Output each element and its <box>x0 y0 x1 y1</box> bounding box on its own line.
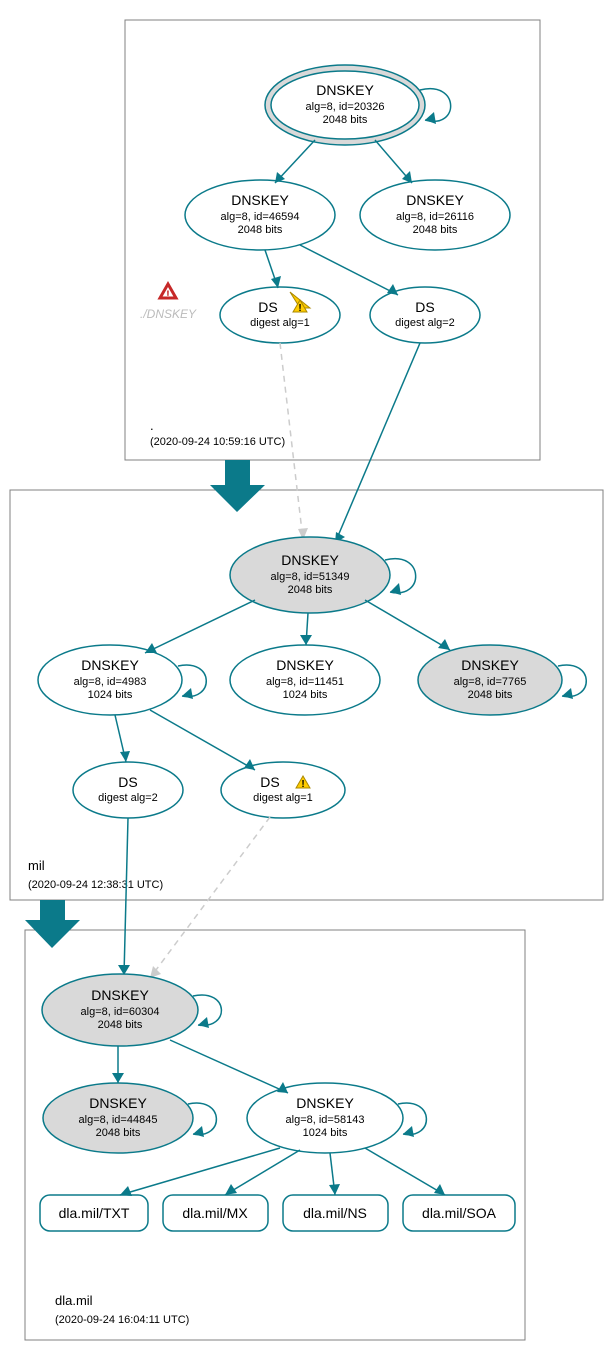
svg-text:1024 bits: 1024 bits <box>303 1127 348 1139</box>
edge-dlazsk2-mx <box>225 1150 300 1195</box>
node-mil-ds2: DS digest alg=1 ! <box>221 762 345 818</box>
svg-text:!: ! <box>301 779 304 790</box>
svg-text:DNSKEY: DNSKEY <box>91 987 149 1003</box>
zone-root-timestamp: (2020-09-24 10:59:16 UTC) <box>150 436 285 448</box>
svg-text:DNSKEY: DNSKEY <box>316 82 374 98</box>
svg-text:2048 bits: 2048 bits <box>323 114 368 126</box>
svg-text:./DNSKEY: ./DNSKEY <box>140 307 197 321</box>
edge-milds1-dlaksk <box>124 818 128 975</box>
svg-text:DNSKEY: DNSKEY <box>461 657 519 673</box>
big-arrow-mil-dla <box>25 900 80 948</box>
svg-text:digest alg=2: digest alg=2 <box>98 792 158 804</box>
zone-dla-label: dla.mil <box>55 1293 93 1308</box>
node-dla-zsk1: DNSKEY alg=8, id=44845 2048 bits <box>43 1083 193 1153</box>
svg-text:2048 bits: 2048 bits <box>413 224 458 236</box>
svg-text:alg=8, id=7765: alg=8, id=7765 <box>454 676 527 688</box>
svg-text:alg=8, id=46594: alg=8, id=46594 <box>221 211 300 223</box>
node-root-zsk2: DNSKEY alg=8, id=26116 2048 bits <box>360 180 510 250</box>
zone-dla-timestamp: (2020-09-24 16:04:11 UTC) <box>55 1314 189 1326</box>
svg-text:2048 bits: 2048 bits <box>288 584 333 596</box>
big-arrow-root-mil-final <box>210 460 265 512</box>
svg-text:digest alg=2: digest alg=2 <box>395 317 455 329</box>
svg-text:DNSKEY: DNSKEY <box>406 192 464 208</box>
svg-text:DS: DS <box>415 299 434 315</box>
node-rr-ns: dla.mil/NS <box>283 1195 388 1231</box>
svg-text:alg=8, id=4983: alg=8, id=4983 <box>74 676 147 688</box>
node-dla-ksk: DNSKEY alg=8, id=60304 2048 bits <box>42 974 198 1046</box>
svg-text:2048 bits: 2048 bits <box>468 689 513 701</box>
node-root-warn: ! ./DNSKEY <box>140 284 197 321</box>
svg-text:alg=8, id=58143: alg=8, id=58143 <box>286 1114 365 1126</box>
edge-root-zsk1-ds2 <box>300 245 398 295</box>
edge-dlazsk2-soa <box>365 1148 445 1195</box>
edge-milksk-zsk1 <box>145 600 255 653</box>
svg-text:DNSKEY: DNSKEY <box>89 1095 147 1111</box>
svg-text:alg=8, id=60304: alg=8, id=60304 <box>81 1006 160 1018</box>
svg-text:!: ! <box>298 303 301 314</box>
dnssec-diagram: DNSKEY alg=8, id=20326 2048 bits DNSKEY … <box>0 0 613 1354</box>
svg-text:digest alg=1: digest alg=1 <box>253 792 313 804</box>
svg-text:DS: DS <box>258 299 277 315</box>
svg-text:alg=8, id=44845: alg=8, id=44845 <box>79 1114 158 1126</box>
node-mil-zsk2: DNSKEY alg=8, id=11451 1024 bits <box>230 645 380 715</box>
edge-dlazsk2-txt <box>120 1148 280 1195</box>
svg-text:DNSKEY: DNSKEY <box>296 1095 354 1111</box>
svg-text:DS: DS <box>260 774 279 790</box>
edge-rootds2-milksk <box>335 343 420 543</box>
node-dla-zsk2: DNSKEY alg=8, id=58143 1024 bits <box>247 1083 403 1153</box>
node-root-ds1: DS digest alg=1 ! <box>220 287 340 343</box>
svg-text:DNSKEY: DNSKEY <box>231 192 289 208</box>
svg-text:dla.mil/MX: dla.mil/MX <box>182 1205 248 1221</box>
zone-mil-timestamp: (2020-09-24 12:38:31 UTC) <box>28 879 163 891</box>
svg-text:alg=8, id=26116: alg=8, id=26116 <box>396 211 474 223</box>
node-rr-txt: dla.mil/TXT <box>40 1195 148 1231</box>
svg-text:alg=8, id=20326: alg=8, id=20326 <box>306 101 385 113</box>
svg-text:digest alg=1: digest alg=1 <box>250 317 310 329</box>
svg-text:1024 bits: 1024 bits <box>283 689 328 701</box>
svg-text:DNSKEY: DNSKEY <box>276 657 334 673</box>
svg-text:alg=8, id=51349: alg=8, id=51349 <box>271 571 350 583</box>
svg-text:dla.mil/TXT: dla.mil/TXT <box>59 1205 130 1221</box>
edge-milds2-dlaksk <box>150 817 270 978</box>
node-root-ksk: DNSKEY alg=8, id=20326 2048 bits <box>265 65 425 145</box>
edge-milksk-zsk3 <box>365 600 450 650</box>
node-rr-soa: dla.mil/SOA <box>403 1195 515 1231</box>
svg-text:2048 bits: 2048 bits <box>96 1127 141 1139</box>
node-mil-zsk1: DNSKEY alg=8, id=4983 1024 bits <box>38 645 182 715</box>
svg-text:DS: DS <box>118 774 137 790</box>
node-rr-mx: dla.mil/MX <box>163 1195 268 1231</box>
svg-text:1024 bits: 1024 bits <box>88 689 133 701</box>
svg-text:dla.mil/SOA: dla.mil/SOA <box>422 1205 497 1221</box>
node-mil-zsk3: DNSKEY alg=8, id=7765 2048 bits <box>418 645 562 715</box>
zone-mil-label: mil <box>28 858 45 873</box>
node-mil-ds1: DS digest alg=2 <box>73 762 183 818</box>
edge-dlaksk-zsk2 <box>170 1040 288 1093</box>
node-mil-ksk: DNSKEY alg=8, id=51349 2048 bits <box>230 537 390 613</box>
svg-text:2048 bits: 2048 bits <box>238 224 283 236</box>
node-root-ds2: DS digest alg=2 <box>370 287 480 343</box>
node-root-zsk1: DNSKEY alg=8, id=46594 2048 bits <box>185 180 335 250</box>
svg-text:dla.mil/NS: dla.mil/NS <box>303 1205 367 1221</box>
svg-text:DNSKEY: DNSKEY <box>281 552 339 568</box>
svg-text:alg=8, id=11451: alg=8, id=11451 <box>266 676 344 688</box>
svg-text:DNSKEY: DNSKEY <box>81 657 139 673</box>
svg-text:!: ! <box>166 289 170 301</box>
zone-root-label: . <box>150 418 154 433</box>
svg-text:2048 bits: 2048 bits <box>98 1019 143 1031</box>
edge-milzsk1-ds2 <box>150 710 255 770</box>
